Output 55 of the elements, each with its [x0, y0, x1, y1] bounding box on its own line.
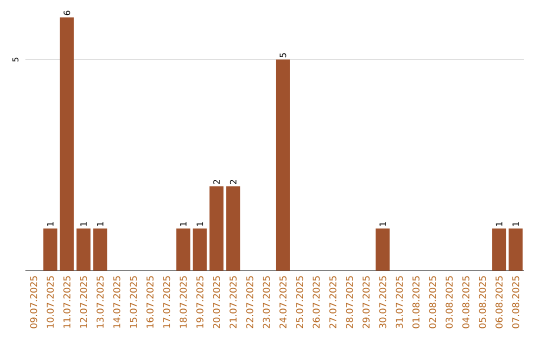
bar	[492, 228, 506, 271]
x-tick-label: 28.07.2025	[346, 276, 353, 328]
x-tick-label: 31.07.2025	[396, 276, 403, 328]
ref-line-label: 5	[12, 58, 18, 62]
data-label: 1	[96, 222, 104, 226]
data-label: 1	[180, 222, 186, 226]
x-tick-label: 14.07.2025	[113, 276, 120, 328]
bar	[276, 60, 290, 271]
x-tick-label: 15.07.2025	[130, 276, 137, 328]
x-tick-label: 21.07.2025	[230, 276, 237, 328]
bar	[176, 228, 190, 271]
data-label: 6	[64, 10, 70, 16]
bar	[76, 228, 91, 271]
data-label: 1	[512, 222, 519, 226]
bar	[43, 228, 58, 271]
bar	[376, 228, 390, 271]
x-tick-label: 22.07.2025	[246, 276, 254, 328]
bar	[209, 186, 224, 271]
data-label: 2	[213, 180, 220, 184]
x-tick-label: 09.07.2025	[30, 276, 38, 328]
bar	[93, 228, 108, 271]
bar	[192, 228, 207, 271]
x-tick-label: 20.07.2025	[212, 276, 220, 328]
x-tick-label: 27.07.2025	[329, 276, 336, 328]
x-tick-label: 18.07.2025	[180, 276, 187, 328]
x-tick-label: 06.08.2025	[496, 276, 503, 328]
data-label: 1	[80, 222, 87, 226]
x-tick-label: 11.07.2025	[63, 276, 70, 328]
x-tick-label: 25.07.2025	[296, 276, 304, 328]
x-tick-label: 24.07.2025	[279, 276, 286, 328]
bar	[60, 17, 74, 271]
bar	[508, 228, 523, 271]
x-tick-label: 23.07.2025	[262, 276, 270, 328]
x-tick-label: 16.07.2025	[146, 276, 154, 328]
x-tick-label: 10.07.2025	[46, 276, 54, 328]
data-label: 1	[196, 222, 204, 226]
x-tick-label: 19.07.2025	[196, 276, 204, 328]
x-tick-label: 03.08.2025	[446, 276, 453, 328]
x-tick-label: 13.07.2025	[96, 276, 104, 328]
x-tick-label: 02.08.2025	[429, 276, 436, 328]
x-tick-label: 26.07.2025	[312, 276, 320, 328]
x-tick-label: 04.08.2025	[462, 276, 470, 328]
data-label: 1	[380, 222, 386, 226]
data-label: 1	[47, 222, 54, 226]
data-label: 2	[230, 180, 236, 184]
x-tick-label: 05.08.2025	[478, 276, 486, 328]
data-label: 1	[496, 222, 502, 226]
x-tick-label: 01.08.2025	[412, 276, 420, 328]
x-tick-label: 30.07.2025	[379, 276, 386, 328]
bar	[226, 186, 240, 271]
data-label: 5	[280, 53, 286, 58]
x-tick-label: 17.07.2025	[163, 276, 170, 328]
x-tick-label: 12.07.2025	[80, 276, 88, 328]
x-tick-label: 07.08.2025	[512, 276, 520, 328]
x-tick-label: 29.07.2025	[362, 276, 370, 328]
